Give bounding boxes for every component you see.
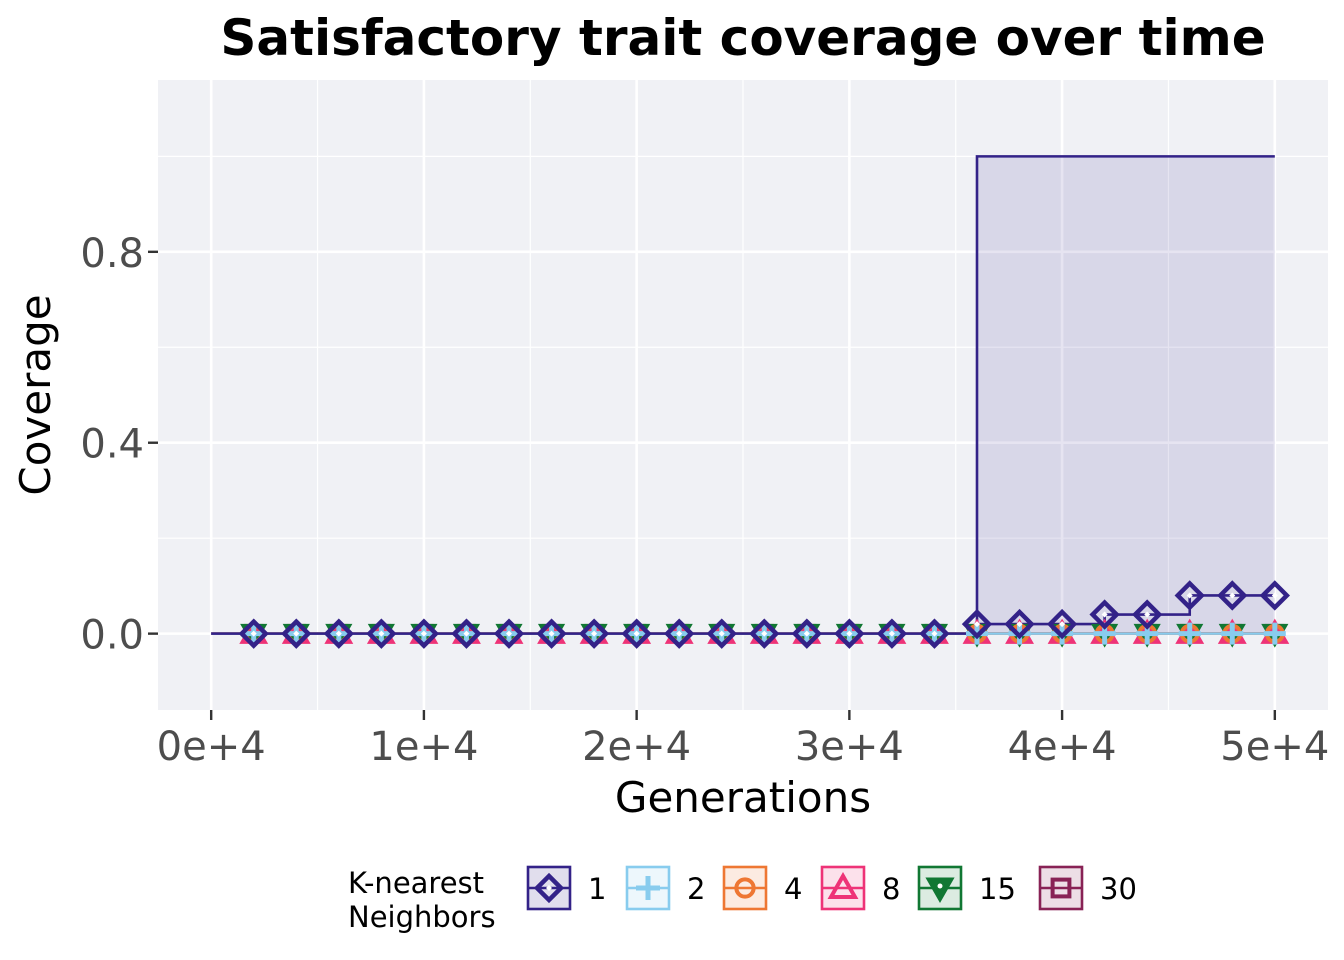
legend-label: 30: [1100, 872, 1137, 906]
marker-series-1: [366, 618, 397, 649]
legend: K-nearest Neighbors 1 2 4 8 15 30: [348, 865, 1137, 934]
legend-item-30: 30: [1038, 865, 1137, 911]
axes: 0e+4 1e+4 2e+4 3e+4 4e+4 5e+4 0.0 0.4 0.8: [80, 231, 1329, 770]
legend-item-8: 8: [820, 865, 900, 911]
y-tick-label: 0.8: [80, 231, 144, 277]
legend-key-marker-30: [1050, 877, 1072, 899]
y-tick-label: 0.0: [80, 613, 144, 659]
ribbon-series-1: [211, 156, 1275, 634]
marker-series-1: [1259, 580, 1291, 611]
y-tick-label: 0.4: [80, 422, 144, 468]
x-tick-label: 1e+4: [369, 724, 478, 770]
x-tick-label: 4e+4: [1008, 724, 1117, 770]
marker-series-1: [1004, 608, 1035, 640]
marker-series-1: [323, 618, 355, 649]
marker-series-1: [536, 618, 567, 649]
marker-series-2: [1221, 622, 1244, 645]
legend-key-marker-15: [925, 877, 955, 904]
marker-series-1: [749, 618, 780, 649]
legend-label: 8: [882, 872, 900, 906]
marker-series-1: [791, 618, 823, 649]
legend-title-line-2: Neighbors: [348, 900, 496, 934]
marker-series-1: [1217, 580, 1248, 611]
x-tick-label: 5e+4: [1220, 724, 1329, 770]
x-tick-label: 3e+4: [795, 724, 904, 770]
legend-key-marker-8: [827, 871, 859, 899]
x-tick-label: 2e+4: [582, 724, 691, 770]
marker-series-2: [1178, 622, 1201, 645]
marker-series-1: [1174, 580, 1205, 611]
marker-series-1: [408, 618, 440, 649]
marker-series-1: [1089, 599, 1120, 630]
legend-item-4: 4: [722, 865, 802, 911]
y-axis-title: Coverage: [11, 294, 60, 495]
marker-series-1: [663, 618, 695, 649]
x-tick-label: 0e+4: [157, 724, 266, 770]
legend-label: 15: [979, 872, 1016, 906]
marker-series-1: [919, 618, 950, 649]
legend-key-marker-1: [533, 872, 565, 904]
legend-item-15: 15: [917, 865, 1016, 911]
legend-label: 4: [784, 872, 802, 906]
marker-series-1: [961, 608, 993, 640]
marker-series-1: [621, 618, 652, 649]
marker-series-1: [578, 618, 610, 649]
legend-key-marker-2: [636, 876, 660, 900]
marker-series-1: [876, 618, 908, 649]
marker-series-1: [706, 618, 737, 649]
legend-key-marker-4: [734, 877, 756, 899]
marker-series-1: [451, 618, 482, 649]
x-axis-title: Generations: [615, 773, 871, 822]
marker-series-1: [1046, 608, 1078, 640]
marker-series-2: [1263, 622, 1286, 645]
legend-label: 1: [588, 872, 606, 906]
legend-label: 2: [687, 872, 705, 906]
marker-series-1: [834, 618, 865, 649]
legend-item-2: 2: [625, 865, 705, 911]
chart-title: Satisfactory trait coverage over time: [220, 9, 1265, 67]
marker-series-1: [1131, 599, 1163, 630]
marker-series-1: [281, 618, 312, 649]
marker-series-1: [493, 618, 525, 649]
legend-title-line-1: K-nearest: [348, 866, 484, 900]
series-markers: [238, 580, 1291, 649]
legend-item-1: 1: [526, 865, 606, 911]
marker-series-1: [238, 618, 269, 649]
